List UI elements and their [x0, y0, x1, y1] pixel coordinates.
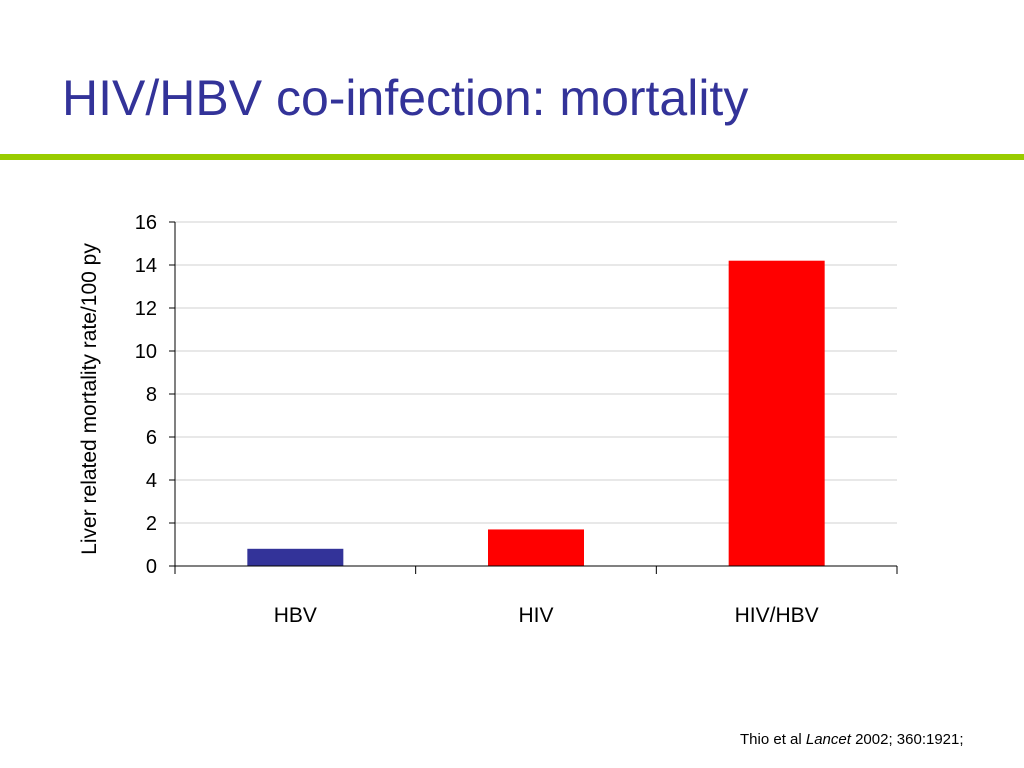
y-tick-label: 16 [135, 212, 157, 234]
y-tick-label: 0 [146, 556, 157, 578]
bar-hbv [247, 548, 344, 566]
x-category-label: HIV [518, 604, 553, 627]
bars [247, 260, 825, 566]
citation-details: 2002; 360:1921; [850, 731, 964, 748]
y-tick-label: 10 [135, 341, 157, 363]
x-category-label: HBV [274, 604, 317, 627]
y-tick-label: 4 [146, 470, 157, 492]
y-axis-title: Liver related mortality rate/100 py [78, 243, 101, 555]
y-tick-label: 8 [146, 384, 157, 406]
x-category-label: HIV/HBV [735, 604, 819, 627]
citation: Thio et al Lancet 2002; 360:1921; [740, 731, 964, 748]
axes [169, 221, 898, 574]
bar-hiv-hbv [728, 260, 825, 566]
citation-authors: Thio et al [740, 731, 806, 748]
y-tick-label: 12 [135, 298, 157, 320]
y-tick-label: 14 [135, 255, 157, 277]
y-tick-label: 2 [146, 513, 157, 535]
y-tick-label: 6 [146, 427, 157, 449]
citation-journal: Lancet [805, 731, 851, 748]
slide-title: HIV/HBV co-infection: mortality [62, 70, 749, 126]
bar-hiv [488, 529, 584, 566]
axis-labels: 0 2 4 6 8 10 12 14 16 HBV HIV HIV/HBV [135, 212, 819, 627]
title-divider [0, 154, 1024, 160]
